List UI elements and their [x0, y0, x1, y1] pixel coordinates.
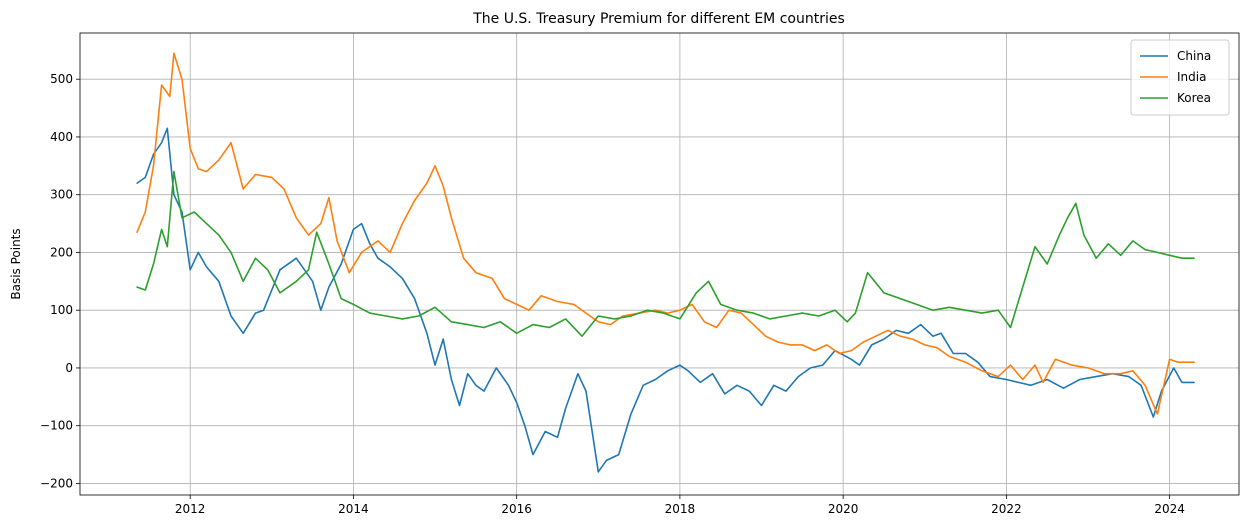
x-tick-label: 2016	[501, 502, 532, 516]
x-tick-label: 2020	[828, 502, 859, 516]
x-axis: 2012 2014 2016 2018 2020 2022 2024	[175, 495, 1185, 516]
y-tick-label: −100	[40, 419, 73, 433]
legend-label-india: India	[1177, 70, 1206, 84]
y-tick-label: 0	[65, 361, 73, 375]
x-tick-label: 2024	[1154, 502, 1185, 516]
x-tick-label: 2014	[338, 502, 369, 516]
y-tick-label: 400	[50, 130, 73, 144]
series-line-china	[136, 127, 1195, 473]
series-layer	[136, 52, 1195, 473]
y-tick-label: 500	[50, 72, 73, 86]
plot-area-frame	[79, 32, 1240, 496]
legend-label-china: China	[1177, 49, 1211, 63]
y-tick-label: 300	[50, 188, 73, 202]
grid-lines	[80, 33, 1239, 495]
y-axis-title: Basis Points	[9, 228, 23, 299]
legend-label-korea: Korea	[1177, 91, 1211, 105]
x-tick-label: 2012	[175, 502, 206, 516]
series-line-korea	[136, 170, 1195, 338]
y-tick-label: −200	[40, 476, 73, 490]
x-tick-label: 2018	[665, 502, 696, 516]
y-tick-label: 100	[50, 303, 73, 317]
series-line-india	[136, 52, 1195, 415]
x-tick-label: 2022	[991, 502, 1022, 516]
chart-title: The U.S. Treasury Premium for different …	[472, 11, 845, 27]
y-tick-label: 200	[50, 245, 73, 259]
legend: China India Korea	[1130, 39, 1230, 116]
legend-box	[1130, 39, 1230, 116]
y-axis: −200 −100 0 100 200 300 400 500	[40, 72, 80, 490]
